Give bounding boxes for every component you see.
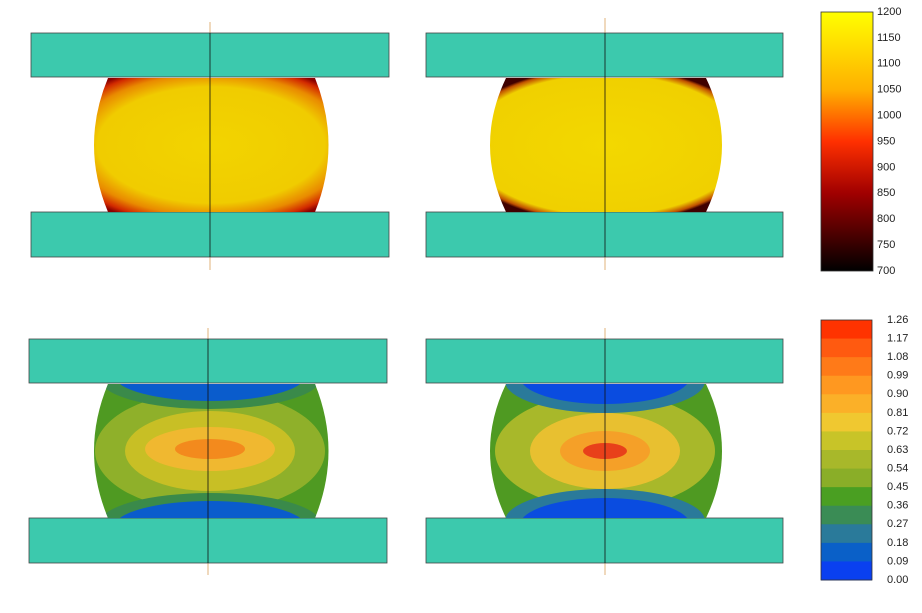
colorbar-label: 1.26: [887, 314, 908, 326]
colorbar-label: 0.90: [887, 388, 908, 400]
colorbar-segment: [821, 412, 872, 432]
colorbar-segment: [821, 524, 872, 544]
colorbar-segment: [821, 375, 872, 395]
strain-colorbar: 1.26 1.17 1.08 0.99 0.90 0.81 0.72 0.63 0.54 0.45…: [820, 314, 908, 586]
panel-temperature-1: [30, 22, 390, 270]
colorbar-label: 800: [877, 213, 895, 225]
colorbar-label: 700: [877, 265, 895, 277]
colorbar-label: 0.27: [887, 518, 908, 530]
colorbar-label: 0.00: [887, 574, 908, 586]
colorbar-label: 1200: [877, 6, 901, 18]
colorbar-segment: [821, 505, 872, 525]
colorbar-segment: [821, 542, 872, 562]
colorbar-label: 0.18: [887, 537, 908, 549]
colorbar-frame: [820, 319, 873, 581]
colorbar-label: 950: [877, 135, 895, 147]
colorbar-label: 0.99: [887, 370, 908, 382]
colorbar-segment: [821, 431, 872, 451]
colorbar-label: 0.45: [887, 481, 908, 493]
colorbar-segment: [821, 320, 872, 340]
colorbar-label: 0.81: [887, 407, 908, 419]
colorbar-label: 0.63: [887, 444, 908, 456]
colorbar-segment: [821, 394, 872, 414]
colorbar-segment: [821, 450, 872, 470]
colorbar-label: 850: [877, 187, 895, 199]
panel-strain-2: [425, 328, 784, 575]
colorbar-label: 0.54: [887, 462, 908, 474]
colorbar-label: 1150: [877, 32, 901, 44]
panel-temperature-2: [425, 18, 784, 270]
colorbar-label: 1.17: [887, 332, 908, 344]
temperature-colorbar: [820, 11, 874, 272]
colorbar-label: 900: [877, 161, 895, 173]
colorbar-label: 1100: [877, 58, 901, 70]
colorbar-segment: [821, 468, 872, 488]
colorbar-label: 1050: [877, 84, 901, 96]
colorbar-label: 750: [877, 239, 895, 251]
colorbar-segment: [821, 338, 872, 358]
colorbar-label: 0.36: [887, 500, 908, 512]
colorbar-segment: [821, 357, 872, 377]
colorbar-segment: [821, 561, 872, 581]
colorbar-label: 1000: [877, 110, 901, 122]
panel-strain-1: [28, 328, 388, 575]
colorbar-segment: [821, 487, 872, 507]
colorbar-label: 1.08: [887, 351, 908, 363]
colorbar-label: 0.72: [887, 425, 908, 437]
colorbar-label: 0.09: [887, 555, 908, 567]
